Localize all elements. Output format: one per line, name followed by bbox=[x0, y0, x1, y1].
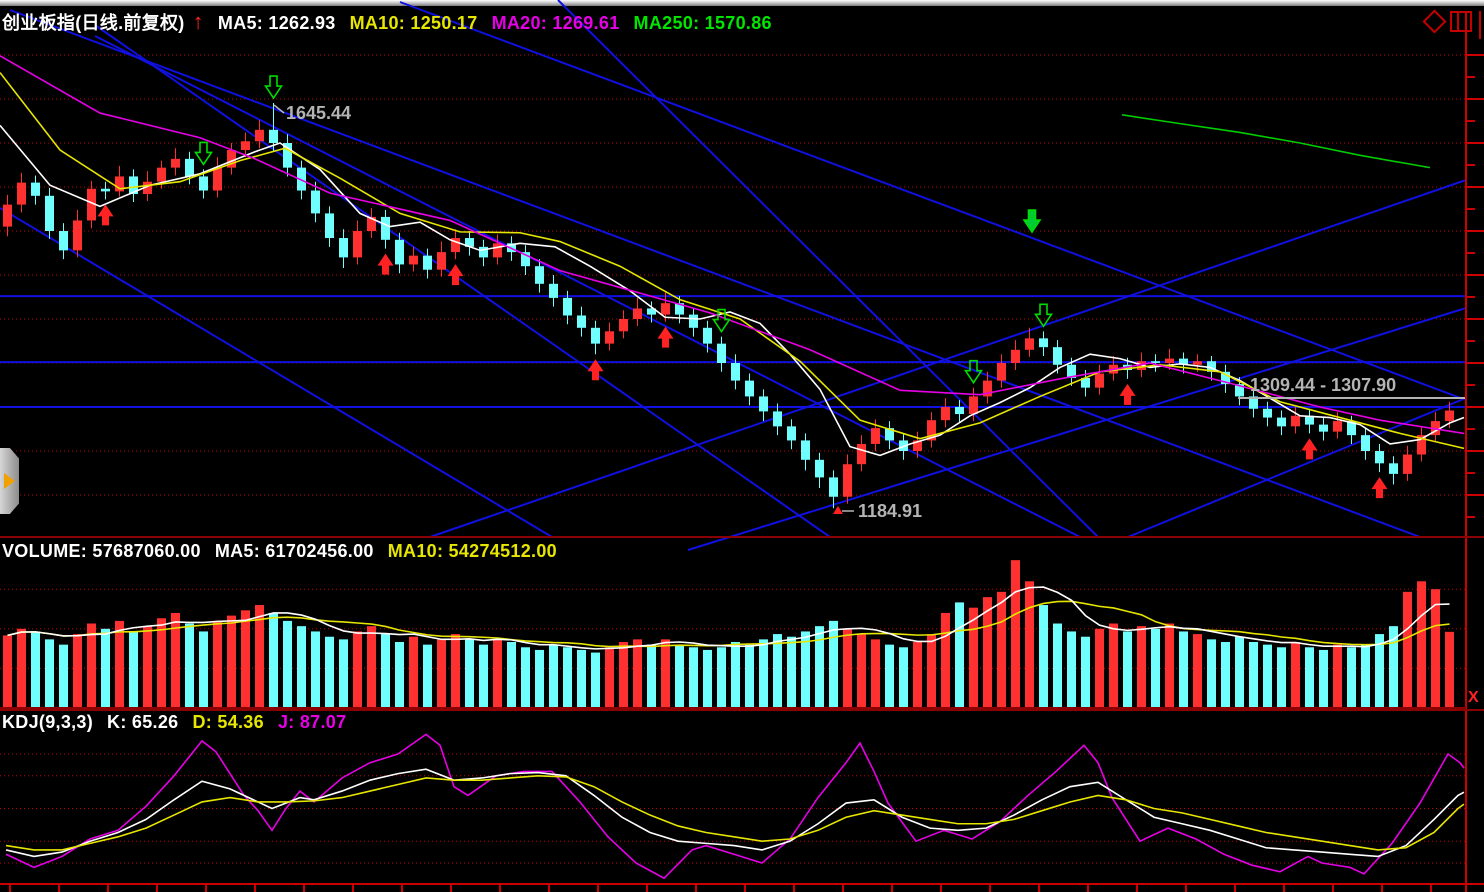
ma5-readout: MA5: 1262.93 bbox=[217, 13, 336, 33]
sidebar-expand-tab[interactable] bbox=[0, 448, 19, 514]
expand-arrow-icon bbox=[4, 473, 15, 489]
annotation-peak: 1645.44 bbox=[286, 103, 351, 123]
close-pane-button[interactable]: X bbox=[1468, 689, 1479, 706]
j-readout: J: 87.07 bbox=[277, 712, 347, 732]
instrument-title: 创业板指(日线.前复权) bbox=[2, 13, 185, 33]
window-edge-bar bbox=[1479, 11, 1481, 39]
kdj-params: KDJ(9,3,3) bbox=[2, 712, 94, 732]
volume-readout: VOLUME: 57687060.00 bbox=[2, 541, 201, 561]
volume-header: VOLUME: 57687060.00 MA5: 61702456.00 MA10:… bbox=[2, 541, 571, 562]
annotation-low: 1184.91 bbox=[858, 501, 922, 521]
ma250-readout: MA250: 1570.86 bbox=[633, 13, 772, 33]
kdj-header: KDJ(9,3,3) K: 65.26 D: 54.36 J: 87.07 bbox=[2, 712, 360, 733]
annotation-range: 1309.44 - 1307.90 bbox=[1250, 375, 1396, 395]
main-chart-header: 创业板指(日线.前复权) ↑ MA5: 1262.93 MA10: 1250.17 MA… bbox=[2, 9, 800, 35]
ma10-readout: MA10: 1250.17 bbox=[349, 13, 478, 33]
up-arrow-icon: ↑ bbox=[192, 9, 204, 34]
window-top-strip bbox=[0, 0, 1484, 6]
vol-ma5-readout: MA5: 61702456.00 bbox=[214, 541, 374, 561]
window-panes-icon[interactable] bbox=[1450, 11, 1472, 32]
pane-divider bbox=[1457, 13, 1459, 30]
d-readout: D: 54.36 bbox=[192, 712, 264, 732]
ma20-readout: MA20: 1269.61 bbox=[491, 13, 620, 33]
k-readout: K: 65.26 bbox=[107, 712, 179, 732]
vol-ma10-readout: MA10: 54274512.00 bbox=[387, 541, 557, 561]
ma-readouts: MA5: 1262.93 MA10: 1250.17 MA20: 1269.61 MA… bbox=[218, 13, 786, 33]
